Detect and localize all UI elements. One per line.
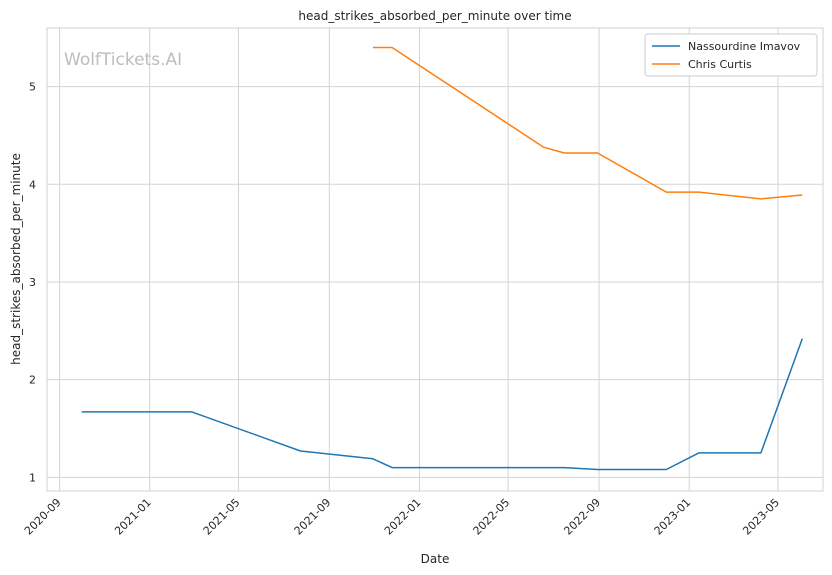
chart-title: head_strikes_absorbed_per_minute over ti… — [298, 9, 571, 23]
y-tick-label: 2 — [29, 374, 36, 387]
y-tick-label: 3 — [29, 276, 36, 289]
x-axis-title: Date — [421, 552, 450, 566]
series-layer — [81, 46, 804, 471]
y-axis-title: head_strikes_absorbed_per_minute — [9, 153, 23, 365]
legend-label: Nassourdine Imavov — [688, 40, 801, 53]
legend-box — [644, 33, 818, 77]
y-tick-labels: 1 2 3 4 5 — [29, 81, 36, 485]
y-tick-label: 4 — [29, 178, 36, 191]
series-line — [372, 46, 803, 200]
watermark: WolfTickets.AI — [64, 50, 182, 70]
legend: Nassourdine Imavov Chris Curtis — [644, 33, 818, 77]
y-tick-label: 1 — [29, 471, 36, 484]
grid-layer — [47, 28, 823, 491]
y-tick-label: 5 — [29, 81, 36, 94]
series-line — [81, 338, 804, 471]
plot-frame — [46, 27, 824, 492]
legend-label: Chris Curtis — [688, 58, 752, 71]
